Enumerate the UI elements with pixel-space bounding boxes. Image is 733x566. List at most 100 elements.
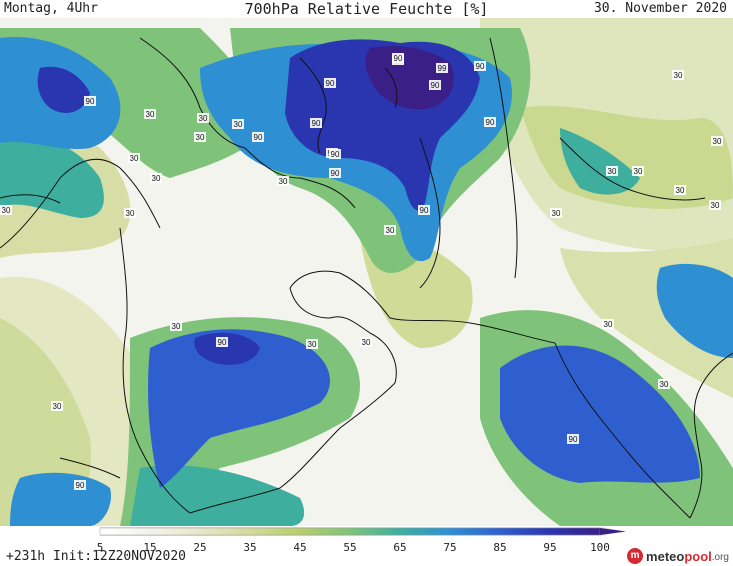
- contour-label: 30: [279, 177, 288, 186]
- contour-label: 30: [234, 120, 243, 129]
- contour-label-bg: [632, 166, 644, 176]
- contour-label: 90: [76, 481, 85, 490]
- legend-tick: 75: [443, 541, 457, 554]
- contour-label: 30: [199, 114, 208, 123]
- contour-label: 90: [420, 206, 429, 215]
- contour-label: 30: [53, 402, 62, 411]
- contour-label-bg: [602, 319, 614, 329]
- contour-label-bg: [194, 132, 206, 142]
- legend-tick: 55: [343, 541, 357, 554]
- contour-label-bg: [672, 70, 684, 80]
- legend-tick: 25: [193, 541, 207, 554]
- legend-tick: 95: [543, 541, 557, 554]
- contour-label: 90: [486, 118, 495, 127]
- contour-label: 90: [218, 338, 227, 347]
- contour-label-bg: [310, 118, 322, 128]
- contour-label-bg: [51, 401, 63, 411]
- contour-label-bg: [197, 113, 209, 123]
- contour-label-bg: [709, 200, 721, 210]
- legend-tick: 5: [96, 541, 104, 554]
- contour-label: 90: [312, 119, 321, 128]
- legend-bar: [99, 527, 626, 536]
- contour-labels: 9090909090909099929090909090909090303030…: [0, 53, 723, 490]
- contour-label-bg: [306, 339, 318, 349]
- contour-label: 30: [608, 167, 617, 176]
- contour-label-bg: [711, 136, 723, 146]
- contour-label: 90: [431, 81, 440, 90]
- contour-label: 90: [394, 54, 403, 63]
- contour-label-bg: [74, 480, 86, 490]
- map-title: 700hPa Relative Feuchte [%]: [244, 0, 489, 18]
- contour-label: 30: [552, 209, 561, 218]
- contour-label: 30: [711, 201, 720, 210]
- brand-logo-icon: m: [627, 548, 644, 564]
- contour-label: 30: [2, 206, 11, 215]
- contour-label: 90: [331, 169, 340, 178]
- contour-label: 90: [569, 435, 578, 444]
- contour-label: 30: [308, 340, 317, 349]
- contour-label: 30: [172, 322, 181, 331]
- run-info: +231h Init:12Z20NOV2020: [6, 549, 187, 564]
- legend-tick: 85: [493, 541, 507, 554]
- contour-label-bg: [360, 337, 372, 347]
- contour-label-bg: [474, 61, 486, 71]
- contour-label-bg: [170, 321, 182, 331]
- contour-label-bg: [150, 173, 162, 183]
- contour-label: 90: [476, 62, 485, 71]
- legend-tick: 65: [393, 541, 407, 554]
- contour-label: 90: [326, 79, 335, 88]
- contour-label-bg: [606, 166, 618, 176]
- contour-label: 30: [604, 320, 613, 329]
- brand-prefix: meteo: [646, 548, 685, 564]
- legend-tick: 45: [293, 541, 307, 554]
- contour-label-bg: [484, 117, 496, 127]
- contour-label: 30: [196, 133, 205, 142]
- contour-label: 90: [86, 97, 95, 106]
- contour-label-bg: [0, 205, 12, 215]
- map-canvas: 9090909090909099929090909090909090303030…: [0, 18, 733, 526]
- contour-label-bg: [550, 208, 562, 218]
- contour-label: 99: [438, 64, 447, 73]
- contour-label-bg: [674, 185, 686, 195]
- contour-label-bg: [329, 149, 341, 159]
- contour-label-bg: [216, 337, 228, 347]
- contour-label-bg: [252, 132, 264, 142]
- contour-label: 30: [146, 110, 155, 119]
- contour-label: 90: [254, 133, 263, 142]
- contour-label-bg: [144, 109, 156, 119]
- contour-label-bg: [658, 379, 670, 389]
- brand-highlight: pool: [684, 548, 712, 564]
- contour-label-bg: [429, 80, 441, 90]
- brand-logo-group[interactable]: m meteopool .org: [627, 546, 729, 566]
- contour-label: 30: [130, 154, 139, 163]
- contour-label: 30: [660, 380, 669, 389]
- color-legend: 5 15 25 35 45 55 65 75 85 95 100: [0, 526, 733, 566]
- contour-label: 30: [674, 71, 683, 80]
- valid-date-label: 30. November 2020: [593, 1, 727, 16]
- contour-label-bg: [324, 78, 336, 88]
- coastlines: [0, 37, 733, 519]
- valid-time-label: Montag, 4Uhr: [4, 1, 98, 16]
- contour-label: 90: [331, 150, 340, 159]
- contour-label: 30: [634, 167, 643, 176]
- contour-label: 30: [676, 186, 685, 195]
- contour-label-bg: [567, 434, 579, 444]
- contour-label-bg: [277, 176, 289, 186]
- contour-label-bg: [418, 205, 430, 215]
- contour-label-bg: [84, 96, 96, 106]
- contour-label: 30: [386, 226, 395, 235]
- contour-label: 30: [362, 338, 371, 347]
- legend-tick: 35: [243, 541, 257, 554]
- contour-label-bg: [124, 208, 136, 218]
- contour-label: 30: [126, 209, 135, 218]
- contour-label: 30: [152, 174, 161, 183]
- contour-label-bg: [232, 119, 244, 129]
- contour-label-bg: [392, 53, 404, 63]
- contour-label-bg: [436, 63, 448, 73]
- brand-name: meteopool: [646, 549, 712, 564]
- contour-label: 30: [713, 137, 722, 146]
- contour-label-bg: [128, 153, 140, 163]
- contour-label-bg: [329, 168, 341, 178]
- legend-tick: 100: [590, 541, 610, 554]
- humidity-map[interactable]: 9090909090909099929090909090909090303030…: [0, 18, 733, 526]
